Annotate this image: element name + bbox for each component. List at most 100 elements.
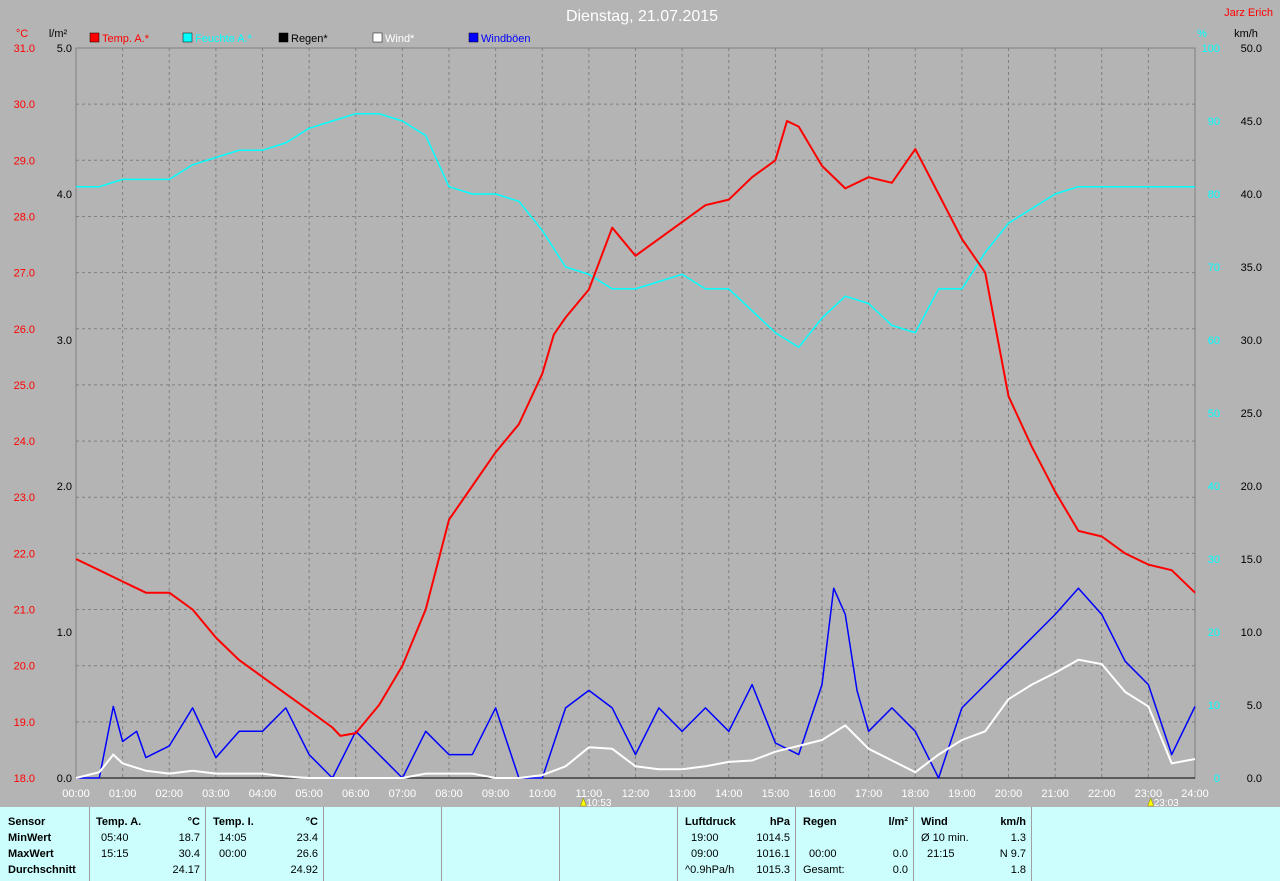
cell-value: 1.8 — [1010, 864, 1026, 876]
x-tick-label: 12:00 — [622, 788, 650, 800]
x-tick-label: 16:00 — [808, 788, 836, 800]
table-col-temp-a: Temp. A. °C 05:40 18.7 15:15 30.4 24.17 — [89, 807, 206, 881]
chart-grid — [75, 47, 1196, 779]
series-line-hum — [76, 112, 1195, 349]
wind-tick-label: 25.0 — [1241, 408, 1262, 420]
wind-tick-label: 5.0 — [1247, 700, 1262, 712]
hum-unit-label: % — [1197, 28, 1207, 40]
series-line-wind — [75, 658, 1196, 779]
table-unit: km/h — [1000, 816, 1026, 828]
legend-label: Wind* — [385, 33, 415, 45]
temp-tick-label: 29.0 — [14, 155, 35, 167]
x-tick-label: 03:00 — [202, 788, 230, 800]
table-unit: hPa — [769, 816, 790, 828]
cell-time: 00:00 — [219, 848, 247, 860]
rain-tick-label: 2.0 — [57, 481, 72, 493]
cell-value: 1.3 — [1010, 832, 1026, 844]
rain-tick-label: 3.0 — [57, 335, 72, 347]
temp-tick-label: 24.0 — [14, 436, 35, 448]
cell-time: 05:40 — [101, 832, 129, 844]
table-unit: l/m² — [888, 816, 908, 828]
table-header: Regen — [803, 816, 837, 828]
cell-value: 30.4 — [178, 848, 200, 860]
legend-label: Windböen — [481, 33, 531, 45]
temp-tick-label: 21.0 — [14, 605, 35, 617]
x-tick-label: 22:00 — [1088, 788, 1116, 800]
x-tick-label: 17:00 — [855, 788, 883, 800]
temp-tick-label: 18.0 — [14, 773, 35, 785]
temp-tick-label: 28.0 — [14, 211, 35, 223]
cell-trend: ^0.9hPa/h — [685, 864, 735, 876]
table-unit: °C — [187, 816, 200, 828]
weather-chart: 00:00 01:00 02:00 03:00 04:00 05:00 06:00 07:00… — [14, 7, 1273, 807]
cell-value: 1016.1 — [756, 848, 790, 860]
x-tick-label: 20:00 — [995, 788, 1023, 800]
legend-label: Regen* — [291, 33, 328, 45]
chart-legend: Temp. A.* Feuchte A.* Regen* Wind* Windböen — [89, 32, 531, 45]
cell-value: N 9.7 — [999, 848, 1026, 860]
cell-value: 0.0 — [892, 864, 908, 876]
wind-tick-label: 40.0 — [1241, 189, 1262, 201]
x-tick-label: 21:00 — [1041, 788, 1069, 800]
hum-tick-label: 80 — [1208, 189, 1220, 201]
cell-value: 24.92 — [290, 864, 318, 876]
chart-series — [75, 112, 1196, 779]
x-tick-label: 05:00 — [295, 788, 323, 800]
temp-unit-label: °C — [16, 28, 28, 40]
wind-tick-label: 20.0 — [1241, 481, 1262, 493]
x-tick-label: 07:00 — [389, 788, 417, 800]
table-header: Sensor — [8, 816, 46, 828]
wind-tick-label: 45.0 — [1241, 116, 1262, 128]
hum-tick-label: 100 — [1202, 43, 1220, 55]
cell-time: 15:15 — [101, 848, 129, 860]
x-tick-label: 00:00 — [62, 788, 90, 800]
hum-tick-label: 40 — [1208, 481, 1220, 493]
legend-swatch — [89, 32, 100, 43]
temp-tick-label: 23.0 — [14, 492, 35, 504]
hum-tick-label: 90 — [1208, 116, 1220, 128]
cell-time: 19:00 — [691, 832, 719, 844]
temp-tick-label: 27.0 — [14, 268, 35, 280]
cell-time: 21:15 — [927, 848, 955, 860]
wind-tick-label: 0.0 — [1247, 773, 1262, 785]
row-label-avg: Durchschnitt — [8, 864, 76, 876]
rain-unit-label: l/m² — [49, 28, 68, 40]
x-tick-label: 01:00 — [109, 788, 137, 800]
table-col-temp-i: Temp. I. °C 14:05 23.4 00:00 26.6 24.92 — [205, 807, 324, 881]
cell-time: 00:00 — [809, 848, 837, 860]
temp-tick-label: 26.0 — [14, 324, 35, 336]
hum-tick-label: 0 — [1214, 773, 1220, 785]
cell-time: 09:00 — [691, 848, 719, 860]
x-tick-label: 06:00 — [342, 788, 370, 800]
table-header: Temp. I. — [213, 816, 254, 828]
legend-label: Temp. A.* — [102, 33, 150, 45]
event-marker-icon — [1147, 797, 1155, 807]
rain-tick-label: 1.0 — [57, 627, 72, 639]
table-col-empty-4 — [1031, 807, 1280, 881]
legend-swatch — [278, 32, 289, 43]
x-tick-label: 23:00 — [1135, 788, 1163, 800]
table-col-wind: Wind km/h Ø 10 min. 1.3 21:15 N 9.7 1.8 — [913, 807, 1032, 881]
table-unit: °C — [305, 816, 318, 828]
temp-tick-label: 19.0 — [14, 717, 35, 729]
table-col-empty-1 — [323, 807, 442, 881]
temp-tick-label: 31.0 — [14, 43, 35, 55]
event-marker-label: 10:53 — [586, 798, 611, 807]
legend-swatch — [468, 32, 479, 43]
table-col-luftdruck: Luftdruck hPa 19:00 1014.5 09:00 1016.1 … — [677, 807, 796, 881]
table-col-empty-3 — [559, 807, 678, 881]
table-header: Wind — [921, 816, 948, 828]
table-header: Temp. A. — [96, 816, 142, 828]
wind-tick-label: 50.0 — [1241, 43, 1262, 55]
table-header: Luftdruck — [685, 816, 736, 828]
series-line-temp — [75, 120, 1196, 737]
wind-tick-label: 10.0 — [1241, 627, 1262, 639]
legend-label: Feuchte A.* — [195, 33, 253, 45]
table-col-empty-2 — [441, 807, 560, 881]
chart-author: Jarz Erich — [1224, 7, 1273, 19]
hum-tick-label: 50 — [1208, 408, 1220, 420]
x-tick-label: 02:00 — [155, 788, 183, 800]
x-tick-label: 09:00 — [482, 788, 510, 800]
event-marker-icon — [580, 797, 587, 807]
hum-tick-label: 60 — [1208, 335, 1220, 347]
